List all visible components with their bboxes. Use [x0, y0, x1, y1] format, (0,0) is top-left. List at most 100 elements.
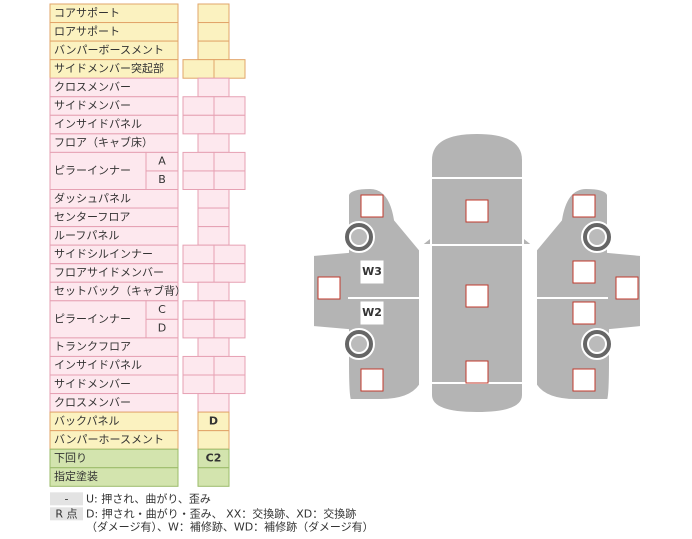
row-label: クロスメンバー [54, 80, 131, 93]
legend-text: （ダメージ有）、W：補修跡、WD：補修跡（ダメージ有） [86, 519, 374, 533]
car-body [430, 131, 524, 415]
value-cell [182, 263, 215, 283]
value-cell [182, 318, 215, 339]
value-cell [213, 374, 246, 395]
value-cell [213, 244, 246, 265]
damage-table: コアサポートロアサポートバンパーボースメントサイドメンバー突起部クロスメンバーサ… [49, 3, 246, 487]
wheel-hub [587, 334, 607, 354]
value-cell [182, 355, 215, 376]
value-cell [213, 96, 246, 116]
legend-text: D: 押され・曲がり・歪み、 XX：交換跡、XD：交換跡 [86, 506, 356, 520]
value-cell [197, 133, 230, 153]
part-label: B [158, 173, 166, 186]
car-mark: W2 [362, 306, 382, 319]
car-left-side [312, 186, 421, 401]
car-mark: W3 [362, 265, 382, 278]
value-cell [213, 114, 246, 135]
row-label: バンパーホースメント [54, 433, 164, 446]
check-box [317, 276, 341, 300]
check-box [572, 260, 596, 284]
value-cell [182, 96, 215, 116]
value-cell [182, 170, 215, 190]
value-cell [197, 77, 230, 98]
value-cell [182, 59, 215, 79]
value-cell [197, 207, 230, 228]
legend-key-box [50, 507, 83, 521]
row-label: ピラーインナー [54, 312, 131, 325]
check-box [465, 284, 489, 308]
row-label: ロアサポート [54, 25, 120, 38]
check-box [465, 199, 489, 223]
mirror [418, 234, 536, 246]
value-cell [197, 22, 230, 42]
value-cell [213, 355, 246, 376]
check-box [360, 194, 384, 218]
value-cell [197, 40, 230, 61]
value-cell [197, 430, 230, 450]
row-label: コアサポート [54, 6, 120, 19]
row-label: セットバック（キャブ背） [54, 284, 186, 298]
row-label: ピラーインナー [54, 164, 131, 177]
row-label: フロアサイドメンバー [54, 266, 164, 279]
check-box [465, 360, 489, 384]
part-label: A [158, 155, 166, 168]
check-box [615, 276, 639, 300]
legend: - U: 押され、曲がり、歪み R 点 D: 押され・曲がり・歪み、 XX：交換跡、X… [50, 491, 374, 533]
row-label: サイドメンバー [54, 377, 131, 390]
entry: C2 [206, 451, 222, 464]
row-label: フロア（キャブ床） [54, 135, 153, 149]
value-cell [182, 244, 215, 265]
car-diagram [312, 131, 642, 415]
value-cell [197, 337, 230, 357]
row-label-cell [49, 300, 147, 339]
check-box [572, 301, 596, 325]
row-label: バンパーボースメント [54, 43, 164, 56]
row-label: ダッシュパネル [54, 191, 131, 205]
legend-key-box [50, 492, 83, 506]
part-label: C [158, 303, 166, 316]
row-label: インサイドパネル [54, 118, 142, 131]
value-cell [197, 393, 230, 413]
legend-text: U: 押され、曲がり、歪み [86, 491, 211, 505]
value-cell [213, 170, 246, 190]
row-label: サイドメンバー [54, 99, 131, 112]
row-label: ルーフパネル [54, 229, 119, 242]
car-right-side [535, 186, 642, 401]
row-label: センターフロア [54, 210, 130, 223]
row-label: 指定塗装 [54, 469, 98, 483]
value-cell [182, 151, 215, 172]
check-boxes [317, 194, 639, 392]
value-cell [213, 318, 246, 339]
value-cell [182, 374, 215, 395]
row-label: 下回り [54, 451, 87, 464]
row-label: トランクフロア [54, 340, 131, 353]
wheel-hub [349, 334, 369, 354]
value-cell [213, 263, 246, 283]
value-cell [213, 59, 246, 79]
value-cell [182, 114, 215, 135]
value-cell [197, 467, 230, 487]
wheel-hub [587, 227, 607, 247]
row-label: サイドメンバー突起部 [54, 61, 164, 75]
row-label: サイドシルインナー [54, 247, 153, 260]
value-cell [197, 3, 230, 24]
row-label: インサイドパネル [54, 359, 142, 372]
row-label-cell [49, 151, 147, 190]
legend-key: - [65, 492, 69, 505]
wheel-hub [349, 227, 369, 247]
value-cell [197, 226, 230, 246]
check-box [360, 368, 384, 392]
mark-box [360, 301, 384, 325]
mark-box [360, 260, 384, 284]
row-label-cell [49, 467, 179, 487]
value-cell [182, 300, 215, 320]
check-box [572, 368, 596, 392]
value-cell [213, 300, 246, 320]
row-label: バックパネル [54, 414, 119, 427]
part-label: D [158, 322, 166, 335]
legend-key: R 点 [55, 507, 77, 520]
value-cell [197, 189, 230, 209]
value-cell [197, 281, 230, 302]
entry: D [209, 414, 218, 427]
